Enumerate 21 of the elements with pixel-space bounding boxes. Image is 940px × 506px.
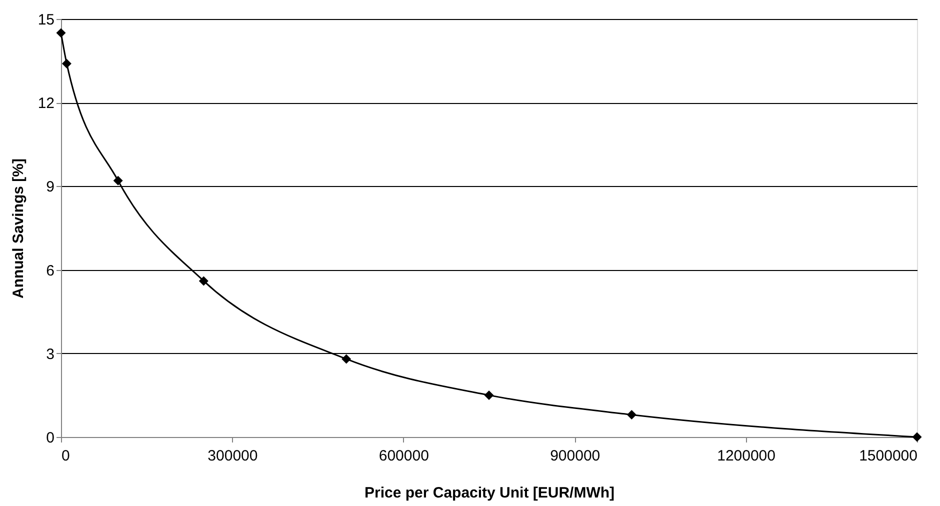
x-tick-label: 1500000 — [859, 448, 918, 464]
point — [484, 390, 494, 400]
point — [62, 58, 72, 68]
y-tick-label: 9 — [46, 178, 54, 196]
x-tick-label: 1200000 — [717, 448, 776, 464]
y-tick-label: 12 — [38, 95, 54, 112]
point — [56, 28, 66, 38]
y-tick-label: 0 — [46, 430, 54, 446]
x-tick-label: 600000 — [378, 448, 429, 464]
x-tick-label: 300000 — [208, 448, 258, 464]
y-axis-title: Annual Savings [%] — [10, 158, 27, 299]
point — [342, 354, 352, 364]
x-axis-title: Price per Capacity Unit [EUR/MWh] — [364, 484, 615, 502]
y-tick-label: 15 — [38, 12, 54, 28]
point — [198, 276, 208, 286]
x-tick-label: 0 — [62, 448, 70, 464]
x-tick-label: 900000 — [550, 448, 600, 464]
point — [113, 176, 123, 186]
y-tick-label: 3 — [46, 346, 54, 363]
point — [626, 410, 636, 420]
y-tick-label: 6 — [46, 262, 54, 280]
